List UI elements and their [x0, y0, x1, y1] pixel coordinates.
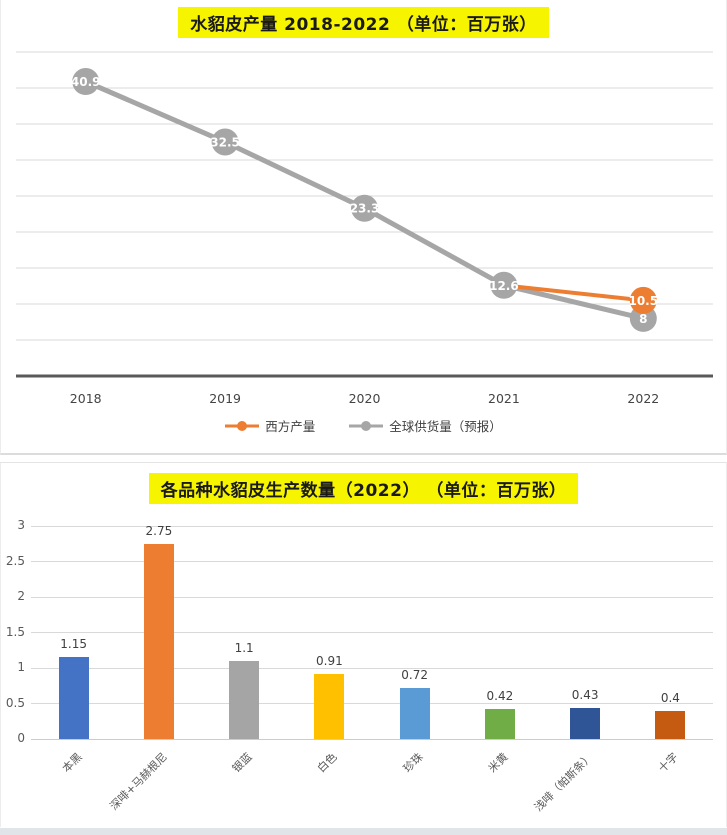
bar-chart-title: 各品种水貂皮生产数量（2022） （单位：百万张） [148, 473, 579, 504]
x-tick-label: 2018 [69, 391, 102, 406]
bar-chart-panel: 各品种水貂皮生产数量（2022） （单位：百万张） 0 0.5 1 1.5 2 2.5 3 1… [0, 462, 727, 827]
category-label: 深啡+马赫根尼 [107, 750, 170, 813]
legend-label: 西方产量 [265, 419, 316, 434]
legend-marker-icon [349, 420, 384, 431]
x-tick-label: 2021 [488, 391, 520, 406]
legend-item: 全球供货量（预报） [349, 416, 502, 435]
bar-珍珠 [399, 687, 430, 739]
series-line-西方产量 [501, 283, 646, 303]
gridline [31, 738, 713, 740]
line-chart-x-axis: 2018 2019 2020 2021 2022 [16, 391, 713, 406]
category-label: 珍珠 [400, 750, 426, 776]
gridline [31, 667, 713, 669]
data-point-marker: 10.5 [628, 286, 658, 314]
category-label: 十字 [656, 750, 681, 776]
legend-item: 西方产量 [225, 416, 315, 435]
bar-value-label: 2.75 [145, 523, 173, 538]
x-tick-label: 2022 [627, 391, 660, 406]
gridline [31, 525, 713, 527]
x-tick-label: 2019 [209, 391, 242, 406]
category-label: 白色 [315, 750, 340, 776]
legend-label: 全球供货量（预报） [389, 419, 502, 434]
data-point-marker: 12.6 [489, 271, 519, 299]
data-point-marker: 32.5 [210, 128, 240, 156]
bar-value-label: 0.91 [316, 654, 343, 669]
bar-深啡+马赫根尼 [143, 543, 174, 739]
data-point-label: 10.5 [628, 294, 658, 308]
bar-value-label: 0.72 [401, 667, 428, 682]
line-chart-legend: 西方产量 全球供货量（预报） [1, 416, 726, 435]
y-tick-label: 0 [17, 731, 25, 745]
y-tick-label: 1 [17, 660, 25, 674]
data-point-label: 40.9 [71, 75, 101, 89]
category-label: 浅啡（帕斯条） [532, 750, 596, 815]
gridline [31, 703, 713, 704]
line-chart-panel: 水貂皮产量 2018-2022 （单位：百万张） 40.9 32.5 23.3 12.… [0, 0, 727, 455]
line-chart-plot: 40.9 32.5 23.3 12.6 8 10.5 [16, 51, 713, 378]
data-point-label: 12.6 [489, 279, 519, 293]
bar-value-label: 0.4 [660, 690, 680, 705]
bar-value-label: 1.15 [60, 637, 87, 652]
bar-米黄 [484, 709, 515, 739]
category-label: 米黄 [485, 750, 511, 776]
y-tick-label: 3 [17, 518, 25, 532]
data-point-marker: 23.3 [350, 194, 380, 222]
data-point-label: 8 [639, 312, 647, 326]
data-point-label: 32.5 [210, 136, 240, 150]
bar-chart-plot: 0 0.5 1 1.5 2 2.5 3 1.15 本黑 2.75 深啡+马赫根尼 1.1 银蓝 0.91 白… [6, 518, 713, 814]
bar-value-label: 0.43 [571, 688, 599, 703]
gridline [31, 596, 713, 598]
bar-value-label: 1.1 [234, 640, 254, 655]
line-chart-title-row: 水貂皮产量 2018-2022 （单位：百万张） [1, 0, 726, 38]
category-label: 银蓝 [229, 750, 255, 776]
bar-value-label: 0.42 [486, 689, 514, 704]
x-tick-label: 2020 [348, 391, 381, 406]
bar-十字 [655, 710, 686, 739]
bar-本黑 [58, 657, 89, 739]
bottom-divider [0, 828, 727, 835]
bar-chart-title-row: 各品种水貂皮生产数量（2022） （单位：百万张） [1, 463, 726, 504]
legend-marker-icon [225, 420, 260, 431]
category-label: 本黑 [59, 750, 85, 776]
line-chart-title: 水貂皮产量 2018-2022 （单位：百万张） [178, 7, 549, 38]
y-tick-label: 1.5 [5, 624, 25, 639]
gridline [31, 561, 713, 562]
data-point-marker: 40.9 [71, 68, 101, 96]
data-point-label: 23.3 [350, 202, 380, 216]
y-tick-label: 2 [17, 589, 25, 603]
bar-浅啡（帕斯条） [570, 708, 601, 739]
bar-白色 [314, 674, 345, 739]
bar-银蓝 [229, 660, 260, 739]
y-tick-label: 0.5 [5, 695, 25, 710]
y-tick-label: 2.5 [5, 553, 25, 568]
gridline [31, 632, 713, 633]
